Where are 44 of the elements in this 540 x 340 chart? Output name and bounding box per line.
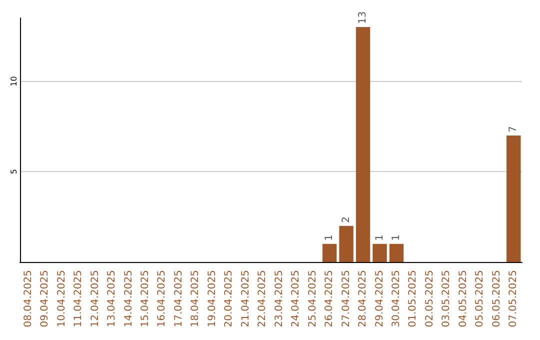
y-tick-label: 10	[10, 76, 18, 86]
x-tick-label: 17.04.2025	[173, 270, 184, 328]
x-tick-label: 02.05.2025	[424, 270, 436, 328]
x-tick-label: 22.04.2025	[257, 270, 268, 328]
x-tick-label: 24.04.2025	[290, 270, 302, 328]
x-tick-label: 05.05.2025	[474, 270, 486, 328]
x-tick-label: 26.04.2025	[324, 270, 336, 328]
x-tick-label: 12.04.2025	[90, 270, 101, 328]
bar	[322, 244, 337, 262]
y-tick-label: 5	[10, 169, 18, 174]
x-tick-label: 27.04.2025	[340, 270, 352, 328]
x-tick-label: 18.04.2025	[190, 270, 202, 328]
data-label: 1	[374, 234, 386, 241]
x-tick-label: 03.05.2025	[441, 270, 452, 328]
x-tick-label: 07.05.2025	[508, 270, 520, 328]
bar	[372, 244, 387, 262]
x-tick-label: 09.04.2025	[40, 270, 51, 328]
x-tick-label: 25.04.2025	[307, 270, 318, 328]
x-tick-label: 06.05.2025	[491, 270, 502, 328]
x-tick-label: 29.04.2025	[374, 270, 386, 328]
bar	[356, 27, 370, 262]
data-label: 7	[508, 126, 520, 132]
x-tick-label: 13.04.2025	[106, 270, 118, 328]
x-tick-label: 08.04.2025	[22, 270, 34, 328]
x-tick-label: 23.04.2025	[274, 270, 285, 328]
bar	[506, 135, 521, 262]
data-label: 1	[391, 234, 402, 241]
x-tick-label: 11.04.2025	[73, 270, 84, 328]
x-tick-label: 15.04.2025	[140, 270, 151, 328]
x-tick-label: 01.05.2025	[408, 270, 419, 328]
data-label: 13	[358, 11, 369, 24]
x-tick-label: 16.04.2025	[156, 270, 168, 328]
x-tick-label: 14.04.2025	[123, 270, 134, 328]
x-tick-label: 20.04.2025	[224, 270, 235, 328]
bar	[339, 226, 354, 262]
bar	[389, 244, 404, 262]
x-tick-label: 30.04.2025	[391, 270, 402, 328]
x-tick-label: 10.04.2025	[56, 270, 68, 328]
x-tick-label: 19.04.2025	[206, 270, 218, 328]
data-label: 2	[340, 216, 352, 223]
x-tick-label: 21.04.2025	[240, 270, 252, 328]
x-tick-label: 28.04.2025	[358, 270, 369, 328]
data-label: 1	[324, 234, 336, 241]
x-tick-label: 04.05.2025	[458, 270, 469, 328]
